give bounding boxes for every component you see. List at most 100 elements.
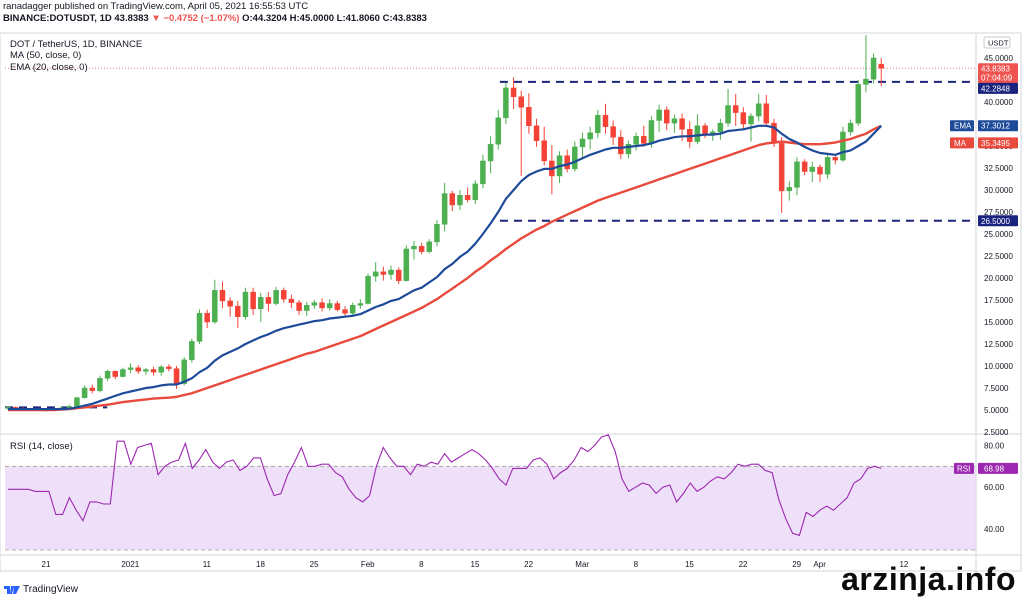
candle-body[interactable]	[143, 369, 149, 372]
candle-body[interactable]	[449, 193, 456, 206]
candle-body[interactable]	[679, 118, 685, 130]
candle-body[interactable]	[212, 290, 218, 323]
candle-body[interactable]	[717, 122, 724, 133]
candle-body[interactable]	[189, 341, 195, 361]
candle-body[interactable]	[526, 107, 532, 127]
candle-body[interactable]	[840, 131, 846, 161]
candle-body[interactable]	[135, 367, 141, 372]
candle-body[interactable]	[219, 290, 226, 302]
candle-body[interactable]	[196, 312, 203, 342]
candle-body[interactable]	[817, 166, 823, 175]
candle-body[interactable]	[150, 369, 157, 373]
candle-body[interactable]	[112, 371, 118, 377]
candle-body[interactable]	[403, 248, 410, 281]
candle-body[interactable]	[618, 136, 624, 155]
candle-body[interactable]	[388, 269, 394, 275]
candle-body[interactable]	[426, 241, 433, 252]
candle-body[interactable]	[365, 275, 371, 304]
candle-body[interactable]	[265, 297, 272, 304]
candle-body[interactable]	[572, 146, 578, 170]
candle-body[interactable]	[602, 114, 609, 127]
candle-body[interactable]	[173, 368, 180, 384]
candle-body[interactable]	[311, 302, 318, 306]
candle-body[interactable]	[503, 87, 509, 119]
candle-body[interactable]	[786, 187, 793, 192]
candle-body[interactable]	[809, 166, 816, 172]
candle-body[interactable]	[472, 183, 479, 200]
ma-50-line[interactable]	[8, 124, 882, 412]
candle-body[interactable]	[411, 246, 417, 250]
candle-body[interactable]	[610, 126, 616, 138]
candle-body[interactable]	[541, 140, 547, 162]
candle-body[interactable]	[748, 115, 754, 125]
candle-body[interactable]	[487, 143, 494, 162]
candle-body[interactable]	[694, 125, 701, 142]
candle-body[interactable]	[740, 112, 747, 125]
candle-body[interactable]	[158, 366, 164, 373]
candle-body[interactable]	[725, 105, 731, 124]
legend-ma[interactable]: MA (50, close, 0)	[10, 50, 82, 61]
candle-body[interactable]	[89, 387, 96, 391]
candle-body[interactable]	[334, 303, 341, 310]
candle-body[interactable]	[242, 291, 249, 317]
candle-body[interactable]	[120, 369, 126, 377]
candle-body[interactable]	[794, 161, 800, 188]
candle-body[interactable]	[801, 161, 808, 172]
candle-body[interactable]	[342, 309, 348, 314]
candle-body[interactable]	[510, 87, 517, 97]
candle-body[interactable]	[564, 155, 570, 170]
candle-body[interactable]	[587, 132, 593, 140]
candle-body[interactable]	[518, 96, 524, 108]
candle-body[interactable]	[250, 291, 256, 310]
candle-body[interactable]	[648, 120, 655, 144]
currency-box[interactable]	[983, 36, 1011, 49]
candle-body[interactable]	[127, 367, 134, 370]
candle-body[interactable]	[227, 300, 233, 307]
tradingview-brand[interactable]: TradingView	[4, 584, 78, 595]
candle-body[interactable]	[395, 269, 402, 281]
candle-body[interactable]	[296, 302, 302, 311]
candle-body[interactable]	[863, 78, 869, 85]
candle-body[interactable]	[457, 195, 463, 206]
candle-body[interactable]	[633, 136, 639, 145]
candle-body[interactable]	[464, 195, 471, 200]
candle-body[interactable]	[595, 114, 601, 134]
candle-body[interactable]	[641, 136, 647, 144]
candle-body[interactable]	[357, 303, 364, 306]
candle-body[interactable]	[273, 290, 279, 304]
candle-body[interactable]	[855, 84, 862, 124]
rsi-line[interactable]	[8, 434, 882, 537]
candle-body[interactable]	[847, 122, 854, 133]
candle-body[interactable]	[702, 125, 708, 135]
candle-body[interactable]	[533, 125, 540, 141]
candle-body[interactable]	[74, 397, 80, 407]
candle-body[interactable]	[326, 303, 333, 309]
candle-body[interactable]	[380, 271, 387, 275]
candle-body[interactable]	[495, 117, 501, 145]
candle-body[interactable]	[104, 371, 111, 379]
legend-rsi[interactable]: RSI (14, close)	[10, 441, 73, 452]
candle-body[interactable]	[656, 109, 662, 121]
candle-body[interactable]	[281, 290, 287, 300]
candle-body[interactable]	[625, 143, 632, 155]
candle-body[interactable]	[878, 63, 884, 69]
legend-ema[interactable]: EMA (20, close, 0)	[10, 62, 88, 73]
candle-body[interactable]	[664, 109, 670, 124]
candle-body[interactable]	[832, 157, 839, 161]
candle-body[interactable]	[480, 160, 486, 185]
candle-body[interactable]	[349, 305, 356, 314]
candle-body[interactable]	[755, 103, 762, 117]
candle-body[interactable]	[288, 298, 295, 303]
candle-body[interactable]	[166, 366, 172, 369]
candle-body[interactable]	[319, 302, 325, 309]
candle-body[interactable]	[671, 118, 678, 124]
candle-body[interactable]	[870, 57, 877, 80]
candle-body[interactable]	[204, 312, 210, 323]
candle-body[interactable]	[181, 359, 187, 384]
candle-body[interactable]	[778, 143, 785, 192]
candle-body[interactable]	[418, 246, 425, 252]
candle-body[interactable]	[372, 271, 379, 277]
candle-body[interactable]	[441, 193, 448, 225]
candle-body[interactable]	[81, 387, 88, 398]
